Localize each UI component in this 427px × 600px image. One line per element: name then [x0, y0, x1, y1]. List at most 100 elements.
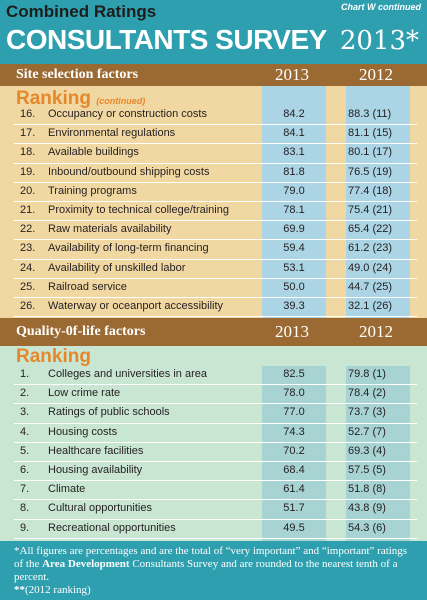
site-selection-year-2013: 2013 — [275, 65, 309, 84]
footnote-text-b: Consultants Survey and are rounded to th… — [14, 558, 398, 583]
quality-of-life-header: Quality-0f-life factors 2013 2012 — [0, 318, 427, 346]
row-value-2012: 32.1 (26) — [348, 300, 393, 312]
row-value-2012: 78.4 (2) — [348, 387, 386, 400]
row-value-2013: 59.4 — [283, 242, 305, 255]
table-row: 3. Ratings of public schools 77.0 73.7 (3) — [0, 404, 427, 424]
row-divider — [14, 441, 417, 443]
quality-of-life-label: Quality-0f-life factors — [16, 324, 146, 339]
row-divider — [14, 239, 417, 241]
row-rank: 1. — [20, 368, 30, 380]
row-rank: 8. — [20, 502, 30, 515]
row-value-2013: 83.1 — [283, 146, 305, 159]
footnote-line-1: *All figures are percentages and are the… — [14, 545, 413, 584]
table-row: 24. Availability of unskilled labor 53.1 49… — [0, 260, 427, 279]
row-rank: 26. — [20, 300, 36, 312]
row-value-2012: 54.3 (6) — [348, 521, 386, 534]
table-row: 4. Housing costs 74.3 52.7 (7) — [0, 424, 427, 443]
chart-note: Chart W continued — [341, 2, 421, 12]
table-row: 26. Waterway or oceanport accessibility 39… — [0, 298, 427, 318]
row-factor: Training programs — [48, 184, 137, 197]
row-rank: 4. — [20, 425, 30, 438]
row-value-2013: 68.4 — [283, 464, 305, 476]
site-ranking-title: Ranking — [16, 88, 91, 109]
row-factor: Cultural opportunities — [48, 502, 152, 515]
survey-title: CONSULTANTS SURVEY — [6, 24, 327, 55]
row-factor: Healthcare facilities — [48, 444, 144, 457]
row-value-2012: 76.5 (19) — [348, 165, 393, 178]
row-value-2013: 61.4 — [283, 483, 305, 496]
row-factor: Availability of long-term financing — [48, 242, 209, 255]
row-value-2012: 65.4 (22) — [348, 223, 393, 236]
row-value-2012: 88.3 (11) — [348, 108, 392, 120]
row-divider — [14, 480, 417, 482]
row-value-2013: 51.7 — [283, 502, 305, 515]
table-row: 8. Cultural opportunities 51.7 43.8 (9) — [0, 500, 427, 520]
row-value-2013: 74.3 — [283, 425, 305, 438]
row-divider — [14, 124, 417, 126]
footnote-text-a: *All figures are percentages and are the… — [14, 545, 408, 570]
row-value-2013: 78.1 — [283, 204, 305, 216]
row-factor: Raw materials availability — [48, 223, 172, 236]
site-ranking-subtitle: (continued) — [96, 96, 146, 106]
row-factor: Available buildings — [48, 146, 139, 159]
row-value-2012: 75.4 (21) — [348, 204, 393, 216]
table-row: 1. Colleges and universities in area 82.5 7… — [0, 366, 427, 386]
row-factor: Ratings of public schools — [48, 406, 170, 419]
footnote-marker: ** — [14, 584, 25, 596]
row-value-2012: 77.4 (18) — [348, 184, 393, 197]
table-row: 22. Raw materials availability 69.9 65.4 (2… — [0, 221, 427, 241]
table-row: 16. Occupancy or construction costs 84.2 88… — [0, 106, 427, 126]
row-factor: Inbound/outbound shipping costs — [48, 165, 210, 178]
table-row: 21. Proximity to technical college/traini… — [0, 202, 427, 222]
row-value-2013: 78.0 — [283, 387, 305, 400]
row-rank: 7. — [20, 483, 30, 496]
row-divider — [14, 422, 417, 424]
row-rank: 19. — [20, 165, 36, 178]
row-divider — [14, 258, 417, 260]
top-title: Combined Ratings — [6, 2, 157, 21]
row-value-2013: 79.0 — [283, 184, 305, 197]
footnote-ranking-note: (2012 ranking) — [25, 584, 91, 596]
row-divider — [14, 200, 417, 202]
row-rank: 9. — [20, 521, 30, 534]
row-divider — [14, 296, 417, 298]
table-row: 18. Available buildings 83.1 80.1 (17) — [0, 144, 427, 164]
row-divider — [14, 403, 417, 405]
table-row: 23. Availability of long-term financing 59… — [0, 240, 427, 260]
row-rank: 3. — [20, 406, 30, 419]
row-value-2012: 43.8 (9) — [348, 502, 386, 515]
row-value-2013: 77.0 — [283, 406, 305, 419]
qol-year-2013: 2013 — [275, 322, 309, 341]
row-value-2013: 82.5 — [283, 368, 305, 380]
row-value-2013: 53.1 — [283, 261, 305, 274]
table-row: 19. Inbound/outbound shipping costs 81.8 76… — [0, 164, 427, 183]
row-value-2013: 84.2 — [283, 108, 305, 120]
footnote-line-2: **(2012 ranking) — [14, 584, 413, 597]
row-divider — [14, 181, 417, 183]
row-factor: Proximity to technical college/training — [48, 204, 229, 216]
row-rank: 16. — [20, 108, 36, 120]
row-value-2012: 44.7 (25) — [348, 280, 393, 293]
row-divider — [14, 460, 417, 462]
site-selection-header: Site selection factors 2013 2012 — [0, 64, 427, 86]
row-value-2013: 70.2 — [283, 444, 305, 457]
row-factor: Occupancy or construction costs — [48, 108, 207, 120]
row-rank: 6. — [20, 464, 30, 476]
row-rank: 22. — [20, 223, 36, 236]
row-rank: 17. — [20, 127, 36, 140]
row-value-2012: 57.5 (5) — [348, 464, 386, 476]
row-value-2013: 81.8 — [283, 165, 305, 178]
row-divider — [14, 220, 417, 222]
table-row: 2. Low crime rate 78.0 78.4 (2) — [0, 385, 427, 405]
row-value-2012: 73.7 (3) — [348, 406, 386, 419]
header-band — [0, 0, 427, 64]
table-row: 6. Housing availability 68.4 57.5 (5) — [0, 462, 427, 482]
row-factor: Housing availability — [48, 464, 143, 476]
row-factor: Railroad service — [48, 280, 127, 293]
row-factor: Availability of unskilled labor — [48, 261, 186, 274]
site-selection-year-2012: 2012 — [359, 65, 393, 84]
qol-year-2012: 2012 — [359, 322, 393, 341]
row-factor: Environmental regulations — [48, 127, 176, 140]
row-divider — [14, 143, 417, 145]
row-value-2012: 61.2 (23) — [348, 242, 393, 255]
